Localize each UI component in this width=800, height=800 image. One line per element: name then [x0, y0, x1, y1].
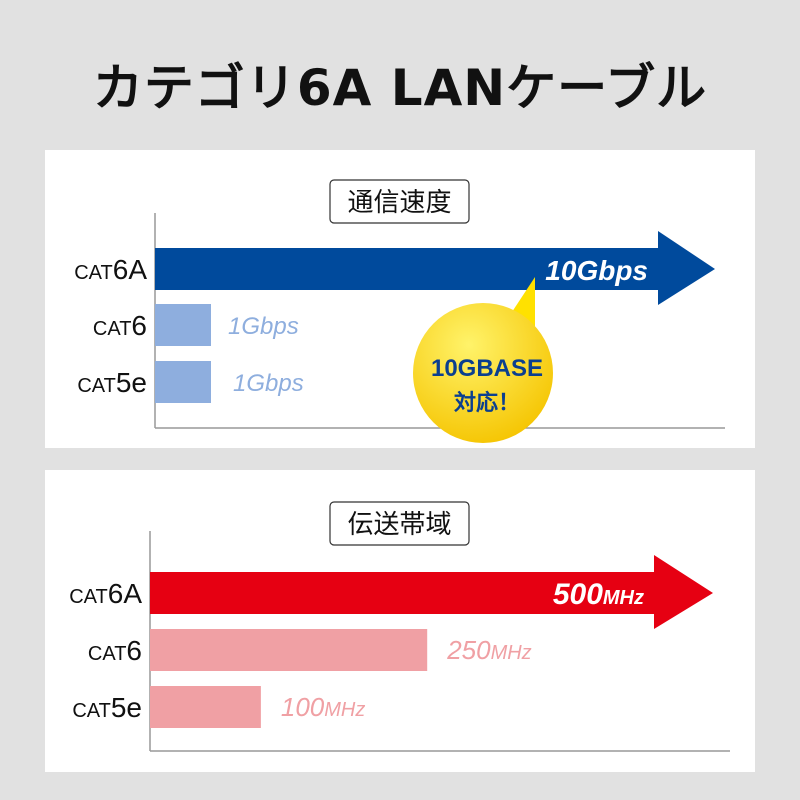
category-label: CAT5e [77, 367, 147, 398]
category-label: CAT6A [69, 578, 142, 609]
chart-title: 伝送帯域 [347, 510, 451, 540]
value-unit: MHz [491, 642, 532, 664]
category-suffix: 6A [108, 578, 143, 609]
bar [150, 686, 261, 728]
value-label: 1Gbps [228, 313, 299, 340]
bar [150, 629, 428, 671]
bar [155, 304, 211, 346]
value-label: 500MHz [553, 578, 644, 611]
value-number: 250 [446, 635, 491, 665]
bar-arrow [150, 555, 713, 629]
page-title: カテゴリ6A LANケーブル [92, 59, 708, 117]
value-label: 250MHz [446, 635, 532, 665]
chart-title: 通信速度 [347, 188, 451, 218]
value-number: 100 [281, 692, 325, 722]
value-unit: MHz [324, 699, 365, 721]
category-prefix: CAT [74, 262, 113, 284]
value-label: 1Gbps [233, 370, 304, 397]
category-label: CAT5e [72, 692, 142, 723]
bar-arrow [155, 231, 715, 305]
category-suffix: 6 [126, 635, 142, 666]
category-prefix: CAT [77, 375, 116, 397]
chart-title-box [329, 179, 470, 224]
category-label: CAT6 [93, 310, 147, 341]
category-prefix: CAT [72, 700, 111, 722]
value-unit: MHz [603, 587, 644, 609]
value-label: 100MHz [281, 692, 366, 722]
category-suffix: 5e [111, 692, 142, 723]
category-suffix: 6 [131, 310, 147, 341]
callout-line1: 10GBASE [431, 355, 543, 382]
callout-bubble: 10GBASE 対応！ [413, 277, 553, 443]
category-prefix: CAT [88, 643, 127, 665]
callout-circle [413, 303, 553, 443]
bar [155, 361, 211, 403]
category-suffix: 6A [113, 254, 148, 285]
chart-title-box [329, 501, 470, 546]
category-label: CAT6 [88, 635, 142, 666]
value-number: 500 [553, 578, 603, 611]
category-label: CAT6A [74, 254, 147, 285]
category-suffix: 5e [116, 367, 147, 398]
callout-line2: 対応！ [454, 390, 520, 416]
value-label: 10Gbps [545, 255, 648, 286]
category-prefix: CAT [69, 586, 108, 608]
category-prefix: CAT [93, 318, 132, 340]
